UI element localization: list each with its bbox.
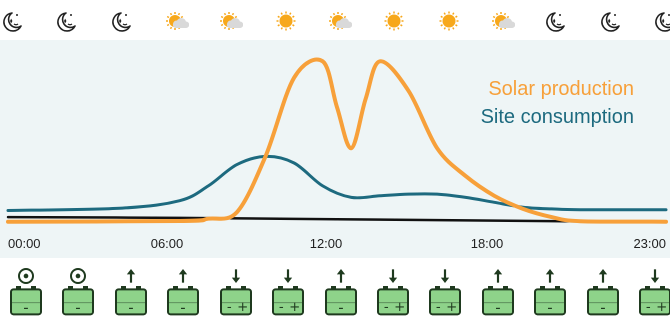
svg-text:-: - — [384, 300, 389, 315]
battery-charge-icon: - — [478, 262, 518, 320]
moon-icon — [0, 4, 34, 38]
sun-icon — [429, 4, 469, 38]
battery-charge-icon: - — [111, 262, 151, 320]
battery-discharge-icon: - + — [373, 262, 413, 320]
partly-cloudy-icon — [157, 4, 197, 38]
baseline-series-line — [6, 215, 668, 224]
legend-solar-production: Solar production — [488, 78, 634, 100]
battery-row: - - - - - + — [0, 262, 670, 320]
battery-idle-icon: - — [6, 262, 46, 320]
svg-text:-: - — [338, 299, 343, 317]
chart-panel: Solar production Site consumption 00:00 … — [0, 40, 670, 258]
battery-charge-icon: - — [583, 262, 623, 320]
svg-text:+: + — [446, 300, 457, 315]
svg-text:-: - — [600, 299, 605, 317]
battery-charge-icon: - — [530, 262, 570, 320]
site-consumption-line — [6, 154, 668, 212]
x-tick-label: 12:00 — [309, 236, 343, 251]
battery-discharge-icon: - + — [425, 262, 465, 320]
x-tick-label: 18:00 — [470, 236, 504, 251]
moon-icon — [592, 4, 632, 38]
sun-icon — [374, 4, 414, 38]
x-tick-label: 23:00 — [633, 236, 666, 251]
x-tick-label: 06:00 — [150, 236, 184, 251]
svg-text:+: + — [394, 300, 405, 315]
chart — [6, 57, 668, 224]
battery-idle-icon: - — [58, 262, 98, 320]
partly-cloudy-icon — [211, 4, 251, 38]
svg-text:-: - — [128, 299, 133, 317]
svg-text:+: + — [237, 300, 248, 315]
battery-charge-icon: - — [163, 262, 203, 320]
svg-text:-: - — [547, 299, 552, 317]
weather-row — [0, 4, 670, 38]
svg-text:-: - — [436, 300, 441, 315]
svg-text:-: - — [181, 299, 186, 317]
battery-discharge-icon: - + — [216, 262, 256, 320]
moon-icon — [103, 4, 143, 38]
moon-icon — [537, 4, 577, 38]
partly-cloudy-icon — [320, 4, 360, 38]
battery-discharge-icon: - + — [635, 262, 670, 320]
svg-text:-: - — [227, 300, 232, 315]
x-tick-label: 00:00 — [8, 236, 41, 251]
battery-discharge-icon: - + — [268, 262, 308, 320]
svg-text:-: - — [279, 300, 284, 315]
svg-text:-: - — [646, 300, 651, 315]
battery-charge-icon: - — [321, 262, 361, 320]
legend-site-consumption: Site consumption — [480, 106, 634, 128]
moon-icon — [646, 4, 670, 38]
svg-text:+: + — [656, 300, 667, 315]
solar-production-line — [6, 57, 668, 224]
partly-cloudy-icon — [483, 4, 523, 38]
moon-icon — [48, 4, 88, 38]
svg-text:-: - — [23, 299, 28, 317]
svg-text:+: + — [289, 300, 300, 315]
svg-text:-: - — [76, 299, 81, 317]
sun-icon — [266, 4, 306, 38]
svg-text:-: - — [495, 299, 500, 317]
